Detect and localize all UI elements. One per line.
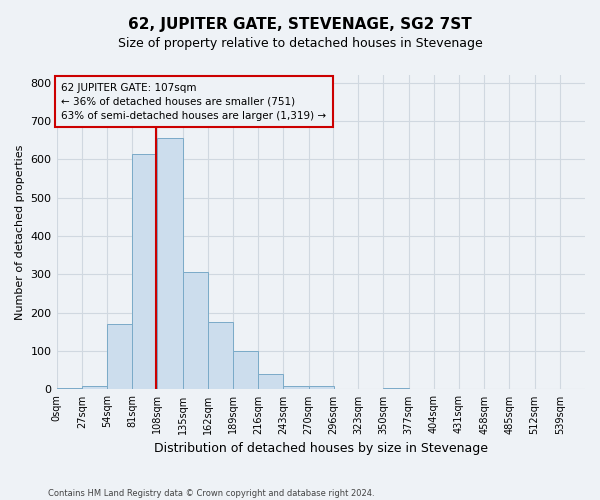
Text: Size of property relative to detached houses in Stevenage: Size of property relative to detached ho… <box>118 38 482 51</box>
X-axis label: Distribution of detached houses by size in Stevenage: Distribution of detached houses by size … <box>154 442 488 455</box>
Text: 62 JUPITER GATE: 107sqm
← 36% of detached houses are smaller (751)
63% of semi-d: 62 JUPITER GATE: 107sqm ← 36% of detache… <box>61 82 326 120</box>
Y-axis label: Number of detached properties: Number of detached properties <box>15 144 25 320</box>
Bar <box>233 351 258 390</box>
Bar <box>56 388 82 390</box>
Bar <box>82 386 107 390</box>
Bar <box>308 386 334 390</box>
Bar <box>383 388 409 390</box>
Bar <box>107 324 132 390</box>
Bar <box>258 374 283 390</box>
Text: Contains HM Land Registry data © Crown copyright and database right 2024.: Contains HM Land Registry data © Crown c… <box>48 488 374 498</box>
Bar <box>283 386 308 390</box>
Bar <box>182 272 208 390</box>
Bar <box>208 322 233 390</box>
Text: 62, JUPITER GATE, STEVENAGE, SG2 7ST: 62, JUPITER GATE, STEVENAGE, SG2 7ST <box>128 18 472 32</box>
Bar <box>157 138 182 390</box>
Bar <box>132 154 157 390</box>
